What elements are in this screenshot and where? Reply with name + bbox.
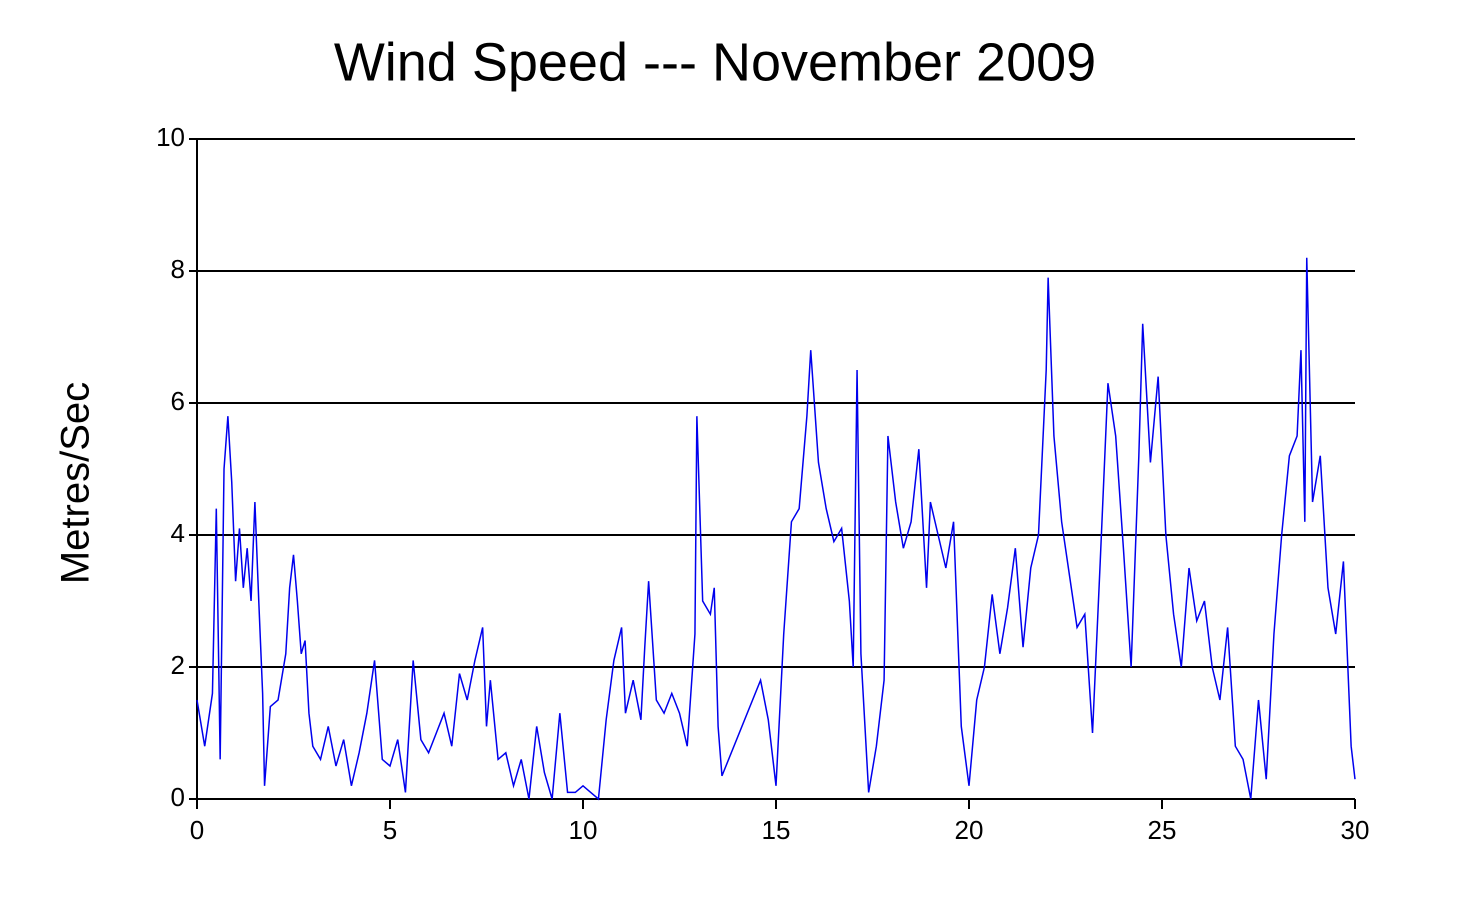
y-tick-label: 2 (171, 650, 185, 680)
y-tick-label: 4 (171, 518, 185, 548)
y-tick-label: 0 (171, 782, 185, 812)
y-axis-label: Metres/Sec (54, 382, 98, 584)
x-tick-label: 10 (569, 815, 598, 845)
y-tick-label: 6 (171, 386, 185, 416)
chart-title: Wind Speed --- November 2009 (334, 32, 1096, 92)
y-tick-label: 10 (156, 122, 185, 152)
x-tick-label: 20 (955, 815, 984, 845)
x-tick-label: 30 (1341, 815, 1370, 845)
y-tick-label: 8 (171, 254, 185, 284)
x-tick-label: 25 (1148, 815, 1177, 845)
x-tick-label: 5 (383, 815, 397, 845)
x-tick-label: 0 (190, 815, 204, 845)
x-tick-label: 15 (762, 815, 791, 845)
data-line (196, 257, 1356, 801)
